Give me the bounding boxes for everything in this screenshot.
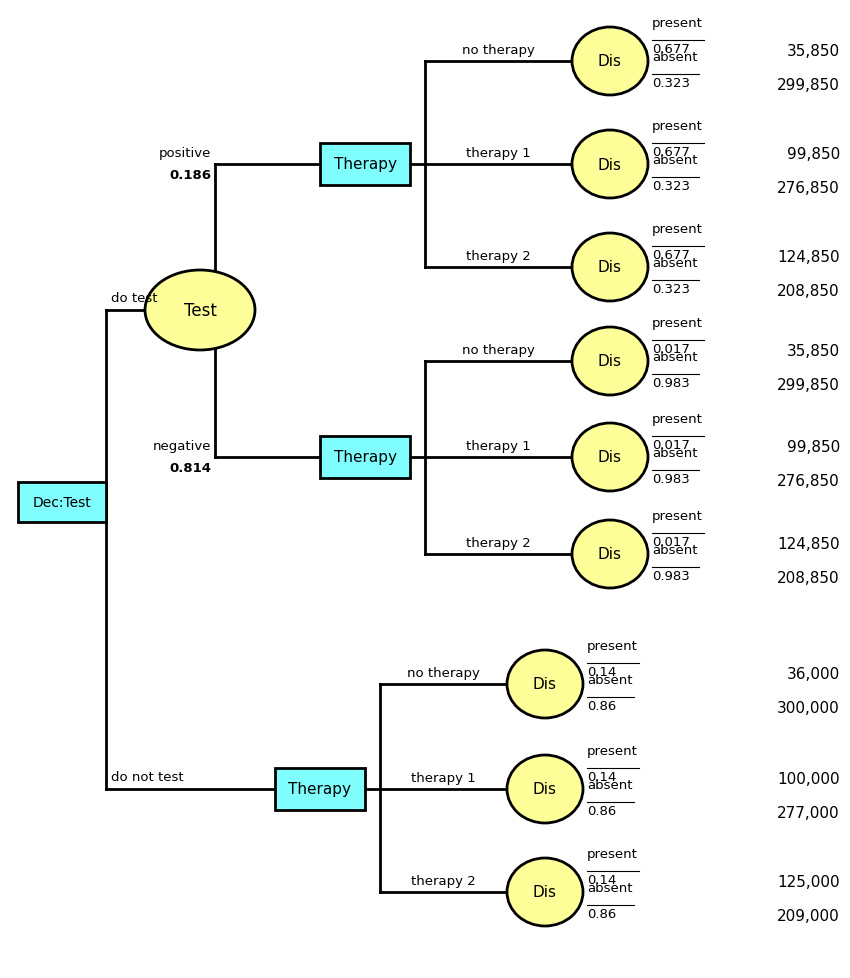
Text: 300,000: 300,000 (777, 700, 840, 716)
Text: 0.017: 0.017 (652, 342, 690, 356)
Ellipse shape (145, 271, 255, 351)
Text: absent: absent (587, 778, 632, 791)
Text: therapy 1: therapy 1 (411, 772, 476, 784)
Text: 100,000: 100,000 (778, 772, 840, 786)
Text: do not test: do not test (111, 771, 184, 783)
Text: 36,000: 36,000 (787, 667, 840, 682)
Text: 0.983: 0.983 (652, 472, 689, 485)
Text: Dis: Dis (533, 884, 557, 900)
Text: 0.677: 0.677 (652, 248, 690, 262)
Text: absent: absent (587, 673, 632, 687)
Text: Dis: Dis (598, 55, 622, 69)
Text: 0.86: 0.86 (587, 907, 616, 920)
Text: 0.017: 0.017 (652, 438, 690, 452)
Text: 99,850: 99,850 (787, 147, 840, 162)
Text: absent: absent (652, 257, 698, 270)
Text: 0.86: 0.86 (587, 699, 616, 712)
Text: 0.677: 0.677 (652, 146, 690, 158)
FancyBboxPatch shape (320, 436, 410, 478)
Text: Dis: Dis (598, 354, 622, 369)
Text: absent: absent (652, 51, 698, 64)
Text: absent: absent (652, 154, 698, 167)
Text: 35,850: 35,850 (787, 344, 840, 359)
Text: 35,850: 35,850 (787, 44, 840, 60)
Text: 0.14: 0.14 (587, 873, 616, 886)
Text: absent: absent (587, 881, 632, 894)
Text: no therapy: no therapy (462, 44, 535, 57)
Text: no therapy: no therapy (407, 666, 480, 680)
Text: 0.983: 0.983 (652, 377, 689, 389)
Ellipse shape (572, 328, 648, 395)
FancyBboxPatch shape (320, 144, 410, 186)
Text: Dis: Dis (533, 781, 557, 797)
Text: 0.86: 0.86 (587, 804, 616, 818)
Text: no therapy: no therapy (462, 343, 535, 357)
Ellipse shape (572, 131, 648, 199)
Text: present: present (652, 317, 703, 330)
Text: present: present (587, 744, 638, 757)
FancyBboxPatch shape (275, 768, 365, 810)
Text: 0.323: 0.323 (652, 77, 690, 90)
Text: absent: absent (652, 351, 698, 364)
Text: Dis: Dis (533, 677, 557, 691)
Text: present: present (652, 510, 703, 522)
Text: 0.14: 0.14 (587, 665, 616, 679)
Text: Test: Test (184, 301, 217, 320)
Text: 299,850: 299,850 (777, 378, 840, 393)
Text: therapy 2: therapy 2 (466, 537, 531, 550)
Text: Dis: Dis (598, 157, 622, 172)
Text: Dis: Dis (598, 260, 622, 275)
Text: 0.14: 0.14 (587, 771, 616, 783)
Text: 276,850: 276,850 (777, 181, 840, 197)
Text: 125,000: 125,000 (778, 874, 840, 889)
Text: 0.677: 0.677 (652, 43, 690, 56)
Text: present: present (587, 640, 638, 652)
Text: present: present (587, 847, 638, 860)
Text: therapy 1: therapy 1 (466, 439, 531, 453)
Text: 276,850: 276,850 (777, 473, 840, 489)
Text: 0.814: 0.814 (169, 462, 211, 474)
Text: positive: positive (159, 147, 211, 159)
Text: Dis: Dis (598, 450, 622, 465)
Ellipse shape (572, 520, 648, 589)
Text: 0.983: 0.983 (652, 569, 689, 583)
Text: Dis: Dis (598, 547, 622, 562)
Ellipse shape (572, 234, 648, 301)
Ellipse shape (507, 858, 583, 926)
Text: absent: absent (652, 544, 698, 556)
Text: 0.323: 0.323 (652, 180, 690, 193)
Text: 0.323: 0.323 (652, 283, 690, 295)
Text: 209,000: 209,000 (777, 909, 840, 923)
Ellipse shape (572, 28, 648, 96)
Text: do test: do test (111, 291, 157, 305)
Text: negative: negative (152, 439, 211, 453)
Text: therapy 2: therapy 2 (466, 249, 531, 263)
Text: present: present (652, 223, 703, 236)
Ellipse shape (507, 650, 583, 718)
Text: 299,850: 299,850 (777, 78, 840, 93)
Text: 0.186: 0.186 (169, 169, 211, 182)
Text: therapy 1: therapy 1 (466, 147, 531, 159)
Text: present: present (652, 17, 703, 30)
Text: present: present (652, 413, 703, 425)
Text: 99,850: 99,850 (787, 440, 840, 455)
Ellipse shape (572, 423, 648, 492)
Text: 124,850: 124,850 (778, 250, 840, 265)
Text: 208,850: 208,850 (778, 284, 840, 299)
Text: Therapy: Therapy (333, 157, 396, 172)
Text: 124,850: 124,850 (778, 537, 840, 552)
Ellipse shape (507, 755, 583, 823)
Text: Therapy: Therapy (333, 450, 396, 465)
Text: 0.017: 0.017 (652, 535, 690, 549)
Text: 208,850: 208,850 (778, 571, 840, 586)
Text: present: present (652, 120, 703, 133)
FancyBboxPatch shape (18, 482, 106, 522)
Text: absent: absent (652, 447, 698, 460)
Text: Therapy: Therapy (288, 781, 352, 797)
Text: 277,000: 277,000 (778, 806, 840, 821)
Text: therapy 2: therapy 2 (411, 874, 476, 887)
Text: Dec:Test: Dec:Test (32, 496, 92, 510)
